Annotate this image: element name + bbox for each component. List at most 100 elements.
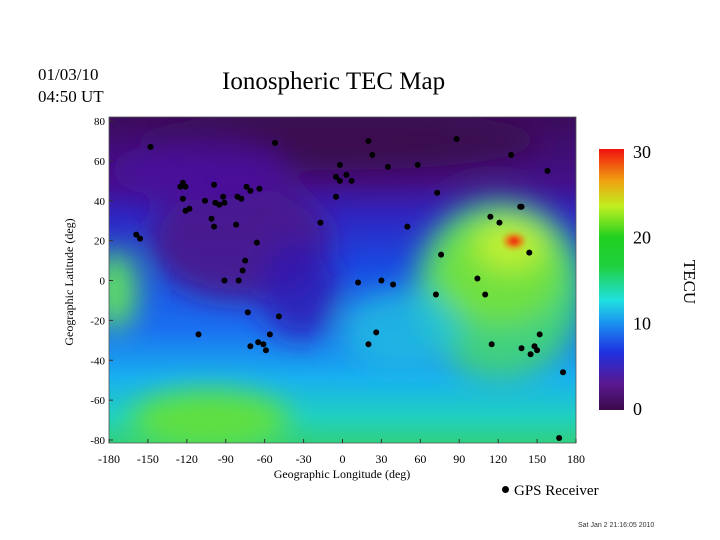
gps-receiver-marker [333, 173, 340, 180]
y-tick-label: 40 [94, 196, 106, 208]
gps-receiver-marker [233, 221, 240, 228]
x-tick-label: -120 [176, 452, 198, 466]
gps-receiver-marker [336, 161, 343, 168]
x-tick-label: 90 [453, 452, 465, 466]
gps-receiver-marker [211, 223, 218, 230]
gps-receiver-marker [378, 277, 385, 284]
x-axis-label: Geographic Longitude (deg) [274, 467, 411, 481]
page-title: Ionospheric TEC Map [222, 68, 446, 95]
gps-receiver-marker [272, 139, 279, 146]
y-axis: -80 -60 -40 -20 0 20 40 60 80 [90, 116, 113, 447]
map-date: 01/03/10 [38, 65, 99, 84]
gps-receiver-marker [255, 339, 262, 346]
gps-receiver-marker [195, 331, 202, 338]
gps-receiver-marker [275, 313, 282, 320]
y-axis-label: Geographic Latitude (deg) [62, 218, 76, 345]
gps-receiver-marker [404, 223, 411, 230]
gps-receiver-marker [482, 291, 489, 298]
y-tick-label: 20 [94, 236, 106, 248]
gps-receiver-marker [220, 193, 227, 200]
gps-receiver-marker [253, 239, 260, 246]
gps-receiver-marker [242, 257, 249, 264]
gps-receiver-marker [147, 143, 154, 150]
x-tick-label: -90 [218, 452, 234, 466]
colorbar-label: TECU [680, 260, 699, 304]
gps-receiver-marker [544, 167, 551, 174]
gps-receiver-marker [266, 331, 273, 338]
y-tick-label: -20 [90, 315, 105, 327]
gps-receiver-marker [434, 189, 441, 196]
map-datetime: 01/03/10 04:50 UT [38, 64, 104, 108]
x-tick-label: 180 [567, 452, 585, 466]
colorbar [599, 149, 624, 410]
tec-field [109, 117, 576, 443]
legend: GPS Receiver [502, 483, 599, 500]
x-axis: -180 -150 -120 -90 -60 -30 0 30 60 90 120 150 180 [98, 439, 585, 466]
gps-receiver-marker [247, 187, 254, 194]
gps-receivers [133, 135, 567, 442]
map-time: 04:50 UT [38, 87, 104, 106]
y-tick-label: -80 [90, 435, 105, 447]
gps-receiver-marker [235, 277, 242, 284]
receiver-dot-icon [502, 486, 509, 493]
gps-receiver-marker [216, 201, 223, 208]
y-tick-label: -60 [90, 395, 105, 407]
gps-receiver-marker [531, 343, 538, 350]
gps-receiver-marker [414, 161, 421, 168]
gps-receiver-marker [496, 219, 503, 226]
gps-receiver-marker [369, 151, 376, 158]
x-tick-label: 30 [375, 452, 387, 466]
gps-receiver-marker [244, 309, 251, 316]
gps-receiver-marker [487, 213, 494, 220]
x-tick-label: 60 [414, 452, 426, 466]
y-tick-label: 80 [94, 116, 106, 128]
gps-receiver-marker [256, 185, 263, 192]
x-tick-label: 0 [340, 452, 346, 466]
gps-receiver-marker [211, 181, 218, 188]
gps-receiver-marker [317, 219, 324, 226]
gps-receiver-marker [221, 199, 228, 206]
colorbar-tick-label: 0 [633, 399, 642, 419]
timestamp: Sat Jan 2 21:16:05 2010 [578, 522, 655, 529]
gps-receiver-marker [179, 195, 186, 202]
gps-receiver-marker [518, 203, 525, 210]
x-tick-label: -150 [137, 452, 159, 466]
colorbar-tick-label: 20 [633, 228, 651, 248]
gps-receiver-marker [348, 177, 355, 184]
gps-receiver-marker [208, 215, 215, 222]
gps-receiver-marker [243, 183, 250, 190]
gps-receiver-marker [260, 341, 267, 348]
y-tick-label: 60 [94, 156, 106, 168]
x-tick-label: 150 [528, 452, 546, 466]
gps-receiver-marker [221, 277, 228, 284]
gps-receiver-marker [526, 249, 533, 256]
gps-receiver-marker [508, 151, 515, 158]
gps-receiver-marker [556, 435, 563, 442]
colorbar-ticks: 0 10 20 30 [633, 142, 651, 419]
gps-receiver-marker [201, 197, 208, 204]
colorbar-tick-label: 30 [633, 142, 651, 162]
gps-receiver-marker [333, 193, 340, 200]
gps-receiver-marker [488, 341, 495, 348]
gps-receiver-marker [238, 195, 245, 202]
x-tick-label: -30 [296, 452, 312, 466]
gps-receiver-marker [182, 207, 189, 214]
gps-receiver-marker [133, 231, 140, 238]
gps-receiver-marker [343, 171, 350, 178]
x-tick-label: -180 [98, 452, 120, 466]
gps-receiver-marker [373, 329, 380, 336]
gps-receiver-marker [336, 177, 343, 184]
gps-receiver-marker [390, 281, 397, 288]
gps-receiver-marker [536, 331, 543, 338]
gps-receiver-marker [527, 351, 534, 358]
gps-receiver-marker [432, 291, 439, 298]
gps-receiver-marker [384, 163, 391, 170]
y-tick-label: -40 [90, 355, 105, 367]
gps-receiver-marker [365, 137, 372, 144]
colorbar-tick-label: 10 [633, 313, 651, 333]
gps-receiver-marker [137, 235, 144, 242]
x-tick-label: -60 [257, 452, 273, 466]
gps-receiver-marker [560, 369, 567, 376]
gps-receiver-marker [355, 279, 362, 286]
